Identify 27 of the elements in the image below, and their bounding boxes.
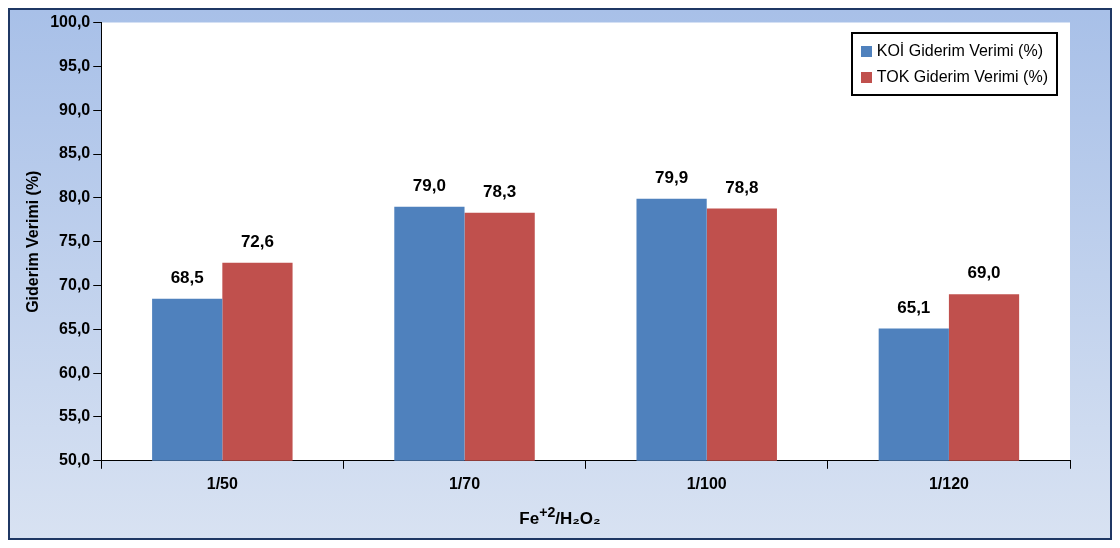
y-tick-label: 100,0 xyxy=(50,13,91,31)
y-tick-label: 85,0 xyxy=(59,144,91,162)
data-label: 72,6 xyxy=(240,231,274,251)
y-tick-label: 65,0 xyxy=(59,319,91,337)
data-label: 79,0 xyxy=(412,175,446,195)
x-tick-label: 1/50 xyxy=(206,474,239,492)
data-label: 79,9 xyxy=(655,167,689,187)
y-tick-label: 95,0 xyxy=(59,56,91,74)
x-tick-label: 1/120 xyxy=(928,474,970,492)
data-label: 68,5 xyxy=(170,267,204,287)
x-tick-label: 1/100 xyxy=(686,474,727,492)
y-tick-label: 75,0 xyxy=(59,232,91,250)
y-tick-label: 80,0 xyxy=(59,188,91,206)
y-tick-label: 60,0 xyxy=(59,363,91,381)
data-label: 65,1 xyxy=(897,297,931,317)
legend-label: KOİ Giderim Verimi (%) xyxy=(876,41,1043,61)
y-tick-label: 90,0 xyxy=(59,100,91,118)
data-label: 69,0 xyxy=(967,263,1001,283)
y-tick-label: 70,0 xyxy=(59,275,91,293)
y-axis-title: Giderim Verimi (%) xyxy=(24,170,42,313)
data-label: 78,3 xyxy=(483,181,517,201)
legend-label: TOK Giderim Verimi (%) xyxy=(876,67,1048,87)
x-axis-title: Fe$^{+2}$/H₂O₂ xyxy=(518,504,602,529)
data-label: 78,8 xyxy=(725,177,759,197)
x-tick-label: 1/70 xyxy=(448,474,481,492)
y-tick-label: 55,0 xyxy=(59,407,91,425)
y-tick-label: 50,0 xyxy=(59,451,91,469)
